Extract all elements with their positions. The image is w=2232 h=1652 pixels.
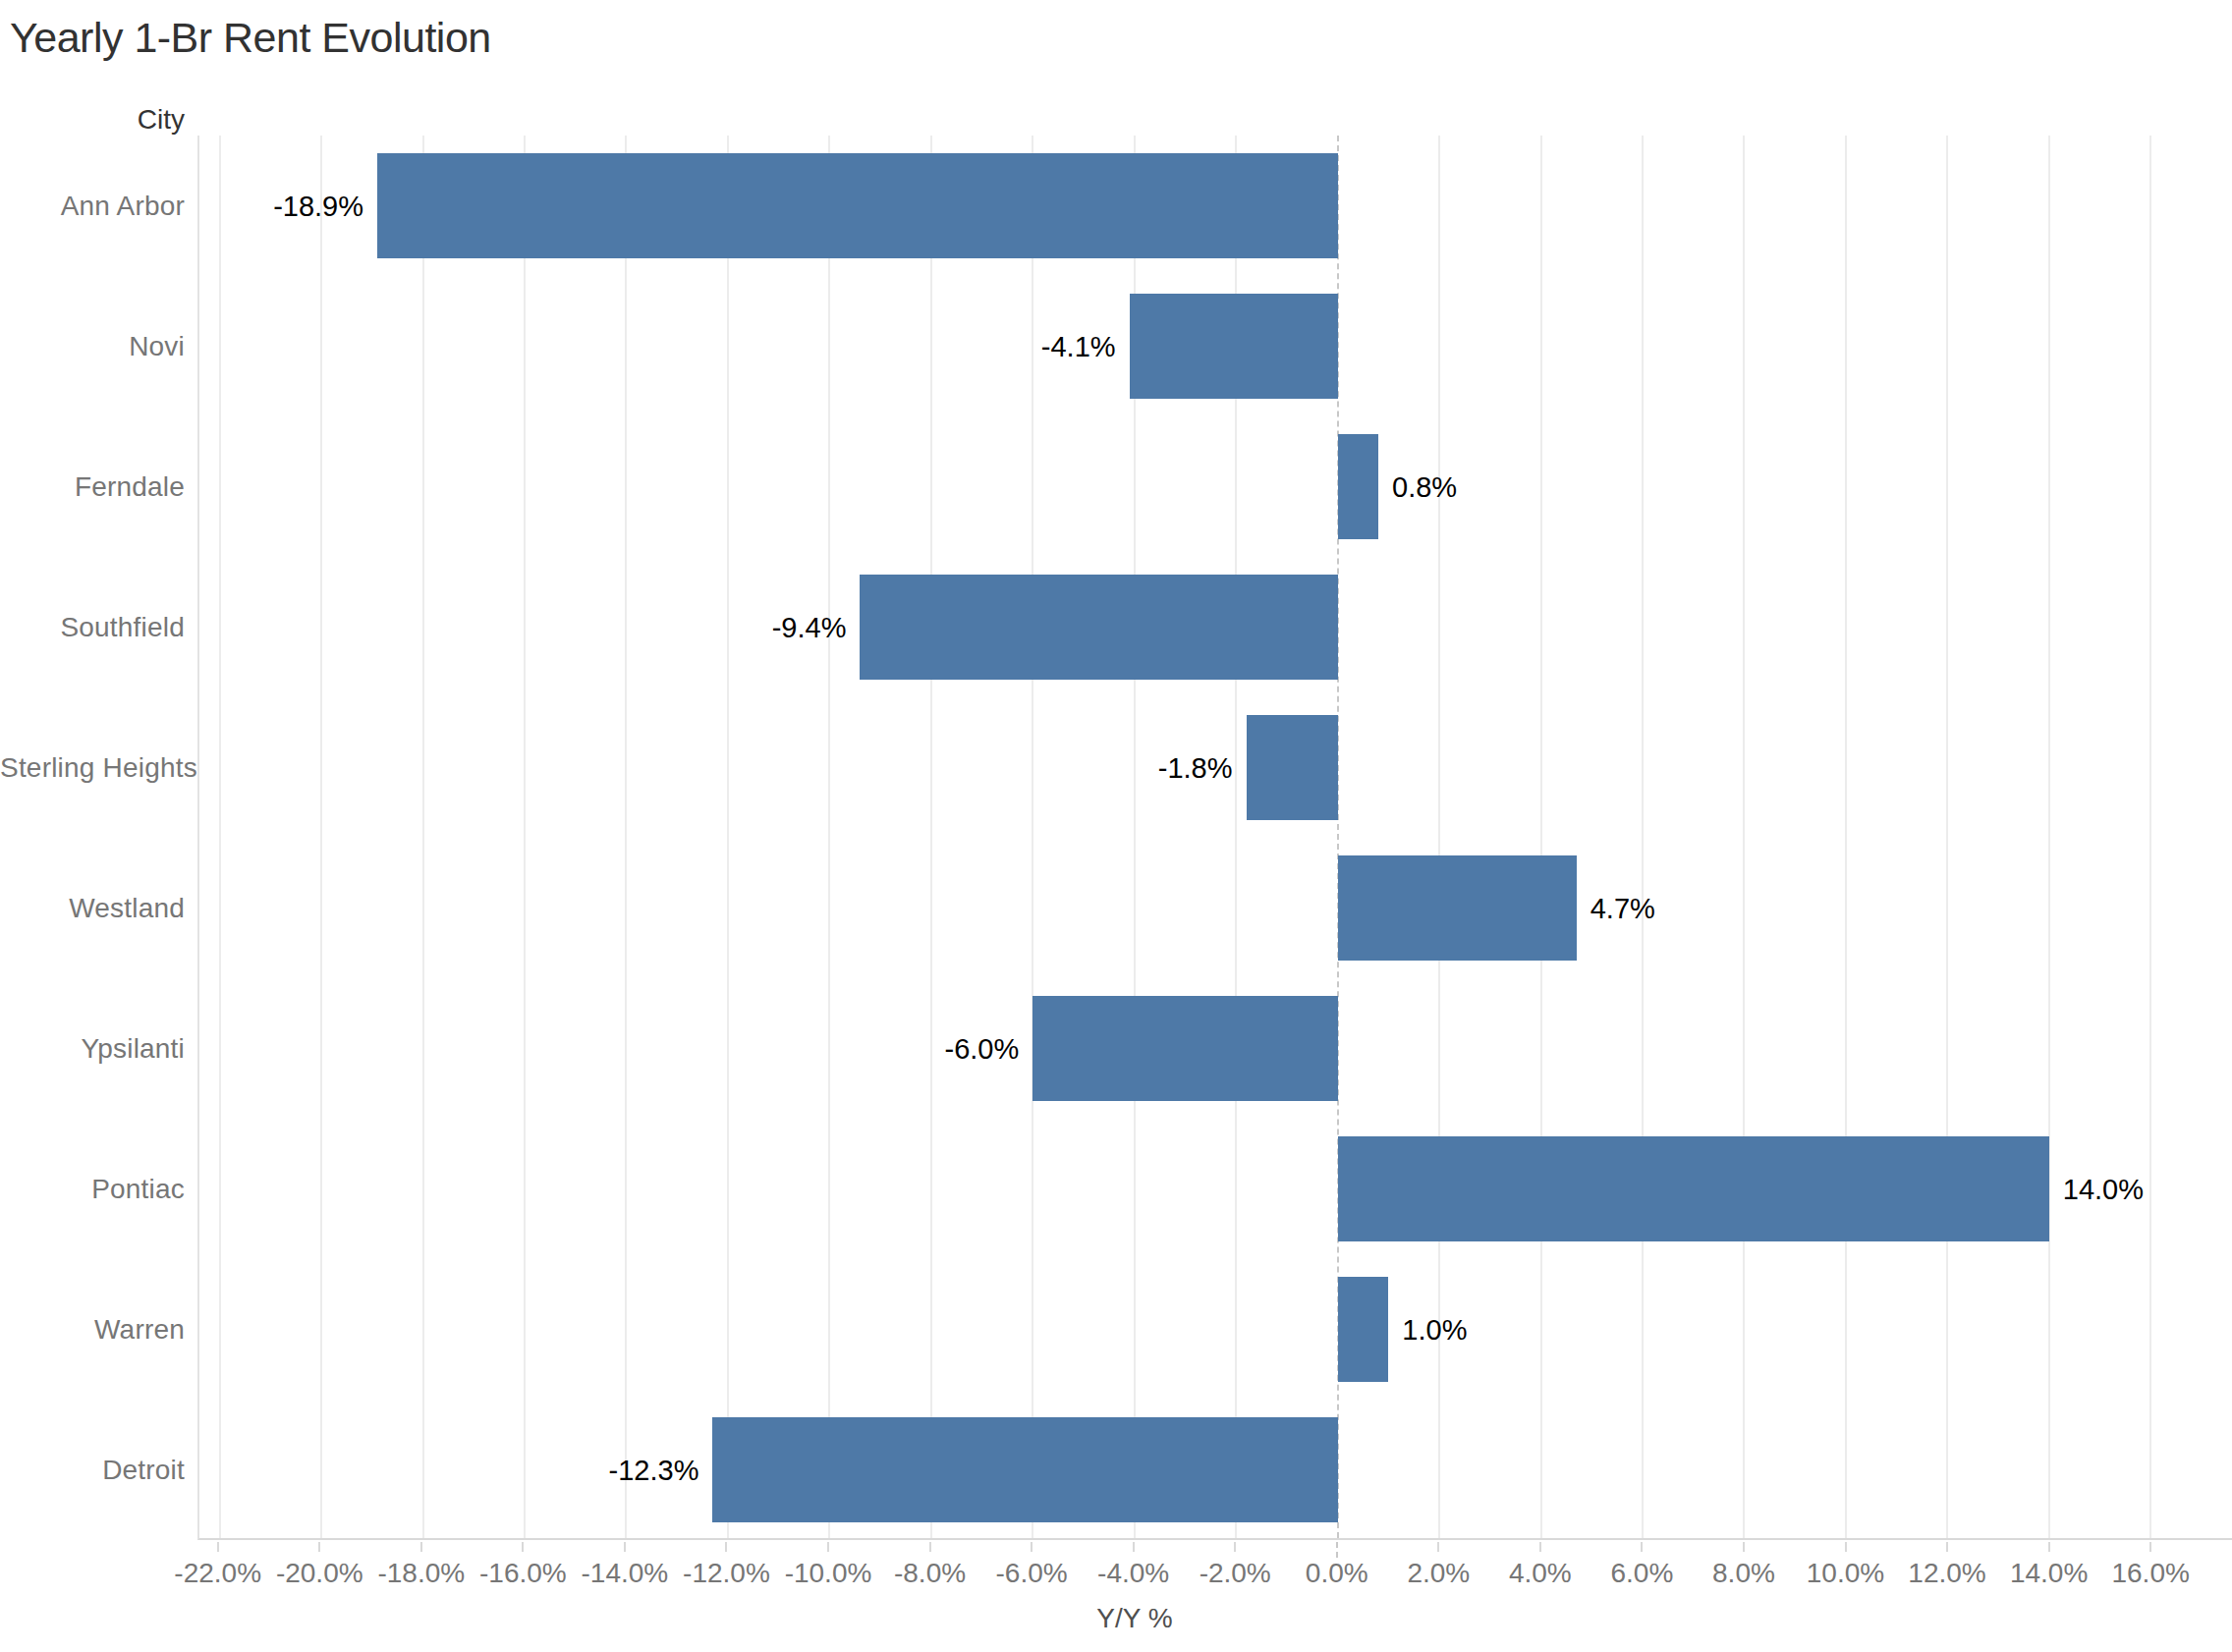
gridline <box>1845 136 1847 1538</box>
bar-pontiac[interactable] <box>1338 1136 2049 1241</box>
city-label-column: Ann Arbor Novi Ferndale Southfield Sterling … <box>0 136 185 1540</box>
row-label-novi[interactable]: Novi <box>0 327 185 366</box>
bar-value-label: -9.4% <box>772 614 847 642</box>
bar-ann-arbor[interactable] <box>377 153 1338 258</box>
x-axis-title: Y/Y % <box>1096 1603 1172 1634</box>
bar-value-label: -4.1% <box>1041 333 1116 361</box>
axis-tick-label: -18.0% <box>377 1558 465 1589</box>
row-label-warren[interactable]: Warren <box>0 1310 185 1349</box>
row-label-southfield[interactable]: Southfield <box>0 608 185 647</box>
axis-tick-label: -12.0% <box>683 1558 770 1589</box>
axis-tick <box>1031 1542 1032 1552</box>
row-label-ypsilanti[interactable]: Ypsilanti <box>0 1029 185 1069</box>
bar-value-label: -1.8% <box>1158 754 1233 783</box>
row-label-ann-arbor[interactable]: Ann Arbor <box>0 187 185 226</box>
axis-tick-label: -22.0% <box>174 1558 261 1589</box>
row-label-ferndale[interactable]: Ferndale <box>0 468 185 507</box>
gridline <box>1642 136 1644 1538</box>
axis-tick-label: -14.0% <box>582 1558 669 1589</box>
row-label-sterling-heights[interactable]: Sterling Heights <box>0 748 185 788</box>
axis-tick-label: -4.0% <box>1097 1558 1169 1589</box>
axis-tick <box>1539 1542 1541 1552</box>
axis-tick <box>827 1542 829 1552</box>
x-axis: -22.0%-20.0%-18.0%-16.0%-14.0%-12.0%-10.… <box>197 1540 2232 1652</box>
bar-value-label: 0.8% <box>1392 473 1457 502</box>
bar-value-label: -12.3% <box>609 1457 699 1485</box>
axis-zero-tick <box>1336 1542 1338 1558</box>
axis-tick-label: 14.0% <box>2010 1558 2088 1589</box>
axis-tick-label: 0.0% <box>1306 1558 1368 1589</box>
axis-tick <box>1743 1542 1745 1552</box>
axis-tick-label: 10.0% <box>1807 1558 1884 1589</box>
gridline <box>727 136 729 1538</box>
bar-ypsilanti[interactable] <box>1032 996 1337 1101</box>
row-label-westland[interactable]: Westland <box>0 889 185 928</box>
axis-tick <box>1641 1542 1643 1552</box>
axis-tick-label: 2.0% <box>1407 1558 1470 1589</box>
axis-tick <box>1946 1542 1948 1552</box>
axis-tick-label: 4.0% <box>1509 1558 1572 1589</box>
axis-tick-label: -2.0% <box>1200 1558 1271 1589</box>
gridline <box>2149 136 2151 1538</box>
axis-tick <box>929 1542 931 1552</box>
axis-tick <box>624 1542 626 1552</box>
row-header-city: City <box>0 104 185 136</box>
axis-tick <box>1234 1542 1236 1552</box>
gridline <box>1540 136 1542 1538</box>
axis-tick <box>1437 1542 1439 1552</box>
gridline <box>2048 136 2050 1538</box>
axis-tick-label: -8.0% <box>894 1558 966 1589</box>
axis-tick-label: 8.0% <box>1712 1558 1775 1589</box>
axis-tick <box>2048 1542 2050 1552</box>
row-label-pontiac[interactable]: Pontiac <box>0 1170 185 1209</box>
bar-detroit[interactable] <box>712 1417 1337 1522</box>
gridline <box>1032 136 1033 1538</box>
plot-area: -18.9% -4.1% 0.8% -9.4% -1.8% 4.7% -6.0% 14.0% 1… <box>197 136 2232 1540</box>
bar-ferndale[interactable] <box>1338 434 1378 539</box>
chart-title: Yearly 1-Br Rent Evolution <box>10 14 491 62</box>
gridline <box>828 136 830 1538</box>
gridline <box>524 136 526 1538</box>
gridline <box>1743 136 1745 1538</box>
gridline <box>422 136 424 1538</box>
axis-tick-label: -10.0% <box>785 1558 872 1589</box>
axis-tick <box>725 1542 727 1552</box>
row-label-detroit[interactable]: Detroit <box>0 1451 185 1490</box>
bar-value-label: -6.0% <box>945 1035 1020 1064</box>
axis-tick <box>522 1542 524 1552</box>
gridline <box>625 136 627 1538</box>
bar-sterling-heights[interactable] <box>1247 715 1338 820</box>
axis-tick-label: -16.0% <box>479 1558 567 1589</box>
gridline <box>219 136 221 1538</box>
gridline <box>930 136 932 1538</box>
bar-westland[interactable] <box>1338 855 1577 961</box>
axis-tick <box>420 1542 422 1552</box>
bar-value-label: -18.9% <box>273 193 363 221</box>
gridline <box>320 136 322 1538</box>
bar-novi[interactable] <box>1130 294 1338 399</box>
axis-tick <box>2149 1542 2151 1552</box>
bar-value-label: 1.0% <box>1402 1316 1467 1345</box>
gridline <box>1946 136 1948 1538</box>
axis-tick-label: 16.0% <box>2111 1558 2189 1589</box>
bar-value-label: 4.7% <box>1590 895 1655 923</box>
axis-tick <box>1845 1542 1847 1552</box>
axis-tick-label: 12.0% <box>1908 1558 1985 1589</box>
bar-southfield[interactable] <box>860 575 1337 680</box>
axis-tick <box>318 1542 320 1552</box>
axis-tick-label: -6.0% <box>996 1558 1068 1589</box>
bar-warren[interactable] <box>1338 1277 1389 1382</box>
axis-tick-label: -20.0% <box>276 1558 363 1589</box>
bar-value-label: 14.0% <box>2063 1176 2144 1204</box>
axis-tick <box>1133 1542 1135 1552</box>
axis-tick-label: 6.0% <box>1610 1558 1673 1589</box>
axis-tick <box>217 1542 219 1552</box>
